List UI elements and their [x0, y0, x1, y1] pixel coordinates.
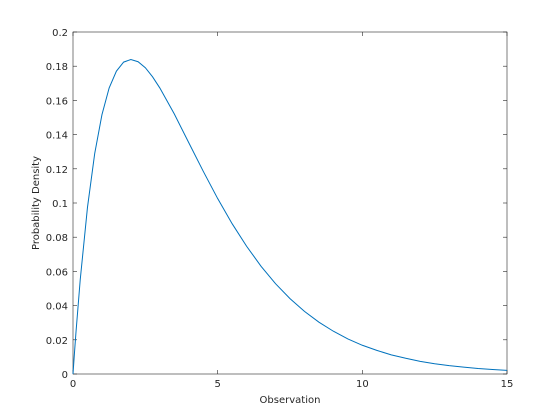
- y-tick-label: 0.16: [46, 96, 68, 107]
- y-tick-label: 0.14: [46, 131, 68, 142]
- x-tick-label: 5: [214, 379, 220, 390]
- x-tick-label: 0: [70, 379, 76, 390]
- y-tick-label: 0: [62, 370, 68, 381]
- y-tick-label: 0.18: [46, 62, 68, 73]
- x-axis-label: Observation: [260, 395, 321, 406]
- y-axis-label: Probability Density: [31, 156, 42, 250]
- y-tick-label: 0.1: [52, 199, 68, 210]
- y-tick-label: 0.06: [46, 267, 68, 278]
- y-tick-label: 0.04: [46, 302, 68, 313]
- y-tick-label: 0.12: [46, 165, 68, 176]
- x-tick-label: 10: [356, 379, 369, 390]
- x-tick-label: 15: [501, 379, 514, 390]
- y-tick-label: 0.08: [46, 233, 68, 244]
- y-tick-label: 0.2: [52, 28, 68, 39]
- y-tick-label: 0.02: [46, 336, 68, 347]
- data-line: [72, 59, 508, 375]
